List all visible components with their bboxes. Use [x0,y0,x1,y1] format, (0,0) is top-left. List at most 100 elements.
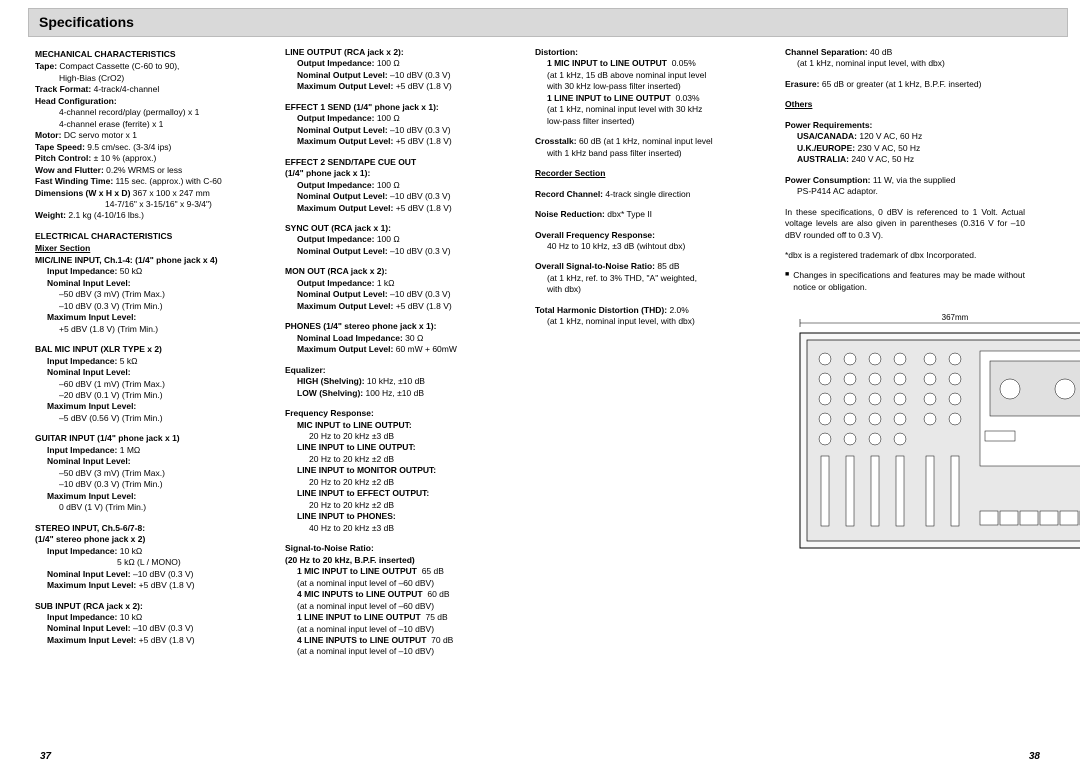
content: MECHANICAL CHARACTERISTICS Tape: Compact… [0,47,1080,667]
lo-max-l: Maximum Output Level: [297,81,393,91]
ofr-l: Overall Frequency Response: [535,230,765,241]
gtr-imp: 1 MΩ [120,445,141,455]
snr2-v: 60 dB [427,589,449,599]
page-header: Specifications [28,8,1068,37]
fr3-v: 20 Hz to 20 kHz ±2 dB [285,477,515,488]
mixer-section: Mixer Section [35,243,265,254]
phones-label: PHONES (1/4" stereo phone jack x 1): [285,321,515,332]
motor-label: Motor: [35,130,61,140]
fr1-v: 20 Hz to 20 kHz ±3 dB [285,431,515,442]
sub-n-label: Nominal Input Level: [47,623,131,633]
pwr-uk-l: U.K./EUROPE: [797,143,855,153]
stereo-imp-label: Input Impedance: [47,546,117,556]
lo-imp-v: 100 Ω [377,58,400,68]
bal-label: BAL MIC INPUT (XLR TYPE x 2) [35,344,265,355]
gtr-label: GUITAR INPUT (1/4" phone jack x 1) [35,433,265,444]
d1-n1: (at 1 kHz, 15 dB above nominal input lev… [535,70,765,81]
snr4-v: 70 dB [431,635,453,645]
sub-imp-label: Input Impedance: [47,612,117,622]
snr4-n: (at a nominal input level of –10 dBV) [285,646,515,657]
stereo-label: STEREO INPUT, Ch.5-6/7-8: [35,523,265,534]
head-label: Head Configuration: [35,96,265,107]
cons-l: Power Consumption: [785,175,870,185]
e1-nom-v: –10 dBV (0.3 V) [390,125,450,135]
fast-label: Fast Winding Time: [35,176,113,186]
chsep-l: Channel Separation: [785,47,868,57]
eff2-label2: (1/4" phone jack x 1): [285,168,515,179]
freq-label: Frequency Response: [285,408,515,419]
d1-l: 1 MIC INPUT to LINE OUTPUT [547,58,667,68]
erase-l: Erasure: [785,79,820,89]
tape-value: Compact Cassette (C-60 to 90), [59,61,179,71]
e2-imp-v: 100 Ω [377,180,400,190]
dim-label: Dimensions (W x H x D) [35,188,130,198]
mn-max-l: Maximum Output Level: [297,301,393,311]
gtr-imp-label: Input Impedance: [47,445,117,455]
ofr-v: 40 Hz to 10 kHz, ±3 dB (wihtout dbx) [535,241,765,252]
bullet-icon: ■ [785,270,789,293]
sy-imp-v: 100 Ω [377,234,400,244]
head-v1: 4-channel record/play (permalloy) x 1 [35,107,265,118]
tape-label: Tape: [35,61,57,71]
ph-load-v: 30 Ω [405,333,423,343]
column-2: LINE OUTPUT (RCA jack x 2): Output Imped… [285,47,515,667]
thd-n: (at 1 kHz, nominal input level, with dbx… [535,316,765,327]
cross-n: with 1 kHz band pass filter inserted) [535,148,765,159]
stereo-n-label: Nominal Input Level: [47,569,131,579]
recch-v: 4-track single direction [605,189,690,199]
ph-max-v: 60 mW + 60mW [396,344,457,354]
fast-value: 115 sec. (approx.) with C-60 [116,176,222,186]
track-label: Track Format: [35,84,91,94]
bal-imp: 5 kΩ [120,356,138,366]
bal-max-label: Maximum Input Level: [35,401,265,412]
column-4: Channel Separation: 40 dB (at 1 kHz, nom… [785,47,1080,667]
eq-hi-l: HIGH (Shelving): [297,376,365,386]
erase-v: 65 dB or greater (at 1 kHz, B.P.F. inser… [822,79,982,89]
lo-nom-v: –10 dBV (0.3 V) [390,70,450,80]
mechanical-heading: MECHANICAL CHARACTERISTICS [35,49,265,60]
sub-imp: 10 kΩ [120,612,142,622]
stereo-mv: +5 dBV (1.8 V) [139,580,195,590]
eff1-label: EFFECT 1 SEND (1/4" phone jack x 1): [285,102,515,113]
e2-max-v: +5 dBV (1.8 V) [396,203,452,213]
recch-l: Record Channel: [535,189,603,199]
snr-label2: (20 Hz to 20 kHz, B.P.F. inserted) [285,555,515,566]
e1-nom-l: Nominal Output Level: [297,125,388,135]
gtr-n1: –50 dBV (3 mV) (Trim Max.) [35,468,265,479]
fr2-v: 20 Hz to 20 kHz ±2 dB [285,454,515,465]
eq-label: Equalizer: [285,365,515,376]
mn-imp-v: 1 kΩ [377,278,395,288]
wow-value: 0.2% WRMS or less [106,165,182,175]
osn-l: Overall Signal-to-Noise Ratio: [535,261,655,271]
sub-label: SUB INPUT (RCA jack x 2): [35,601,265,612]
device-diagram: 367mm [785,311,1080,591]
imp-label: Input Impedance: [47,266,117,276]
e1-imp-v: 100 Ω [377,113,400,123]
e2-max-l: Maximum Output Level: [297,203,393,213]
mn-nom-l: Nominal Output Level: [297,289,388,299]
d2-n1: (at 1 kHz, nominal input level with 30 k… [535,104,765,115]
dim-value2: 14-7/16" x 3-15/16" x 9-3/4") [35,199,265,210]
d2-v: 0.03% [675,93,699,103]
page-title: Specifications [39,13,1057,32]
snr2-l: 4 MIC INPUTS to LINE OUTPUT [297,589,423,599]
e1-max-v: +5 dBV (1.8 V) [396,136,452,146]
dim-width-text: 367mm [942,313,969,322]
d2-n2: low-pass filter inserted) [535,116,765,127]
pwr-us-l: USA/CANADA: [797,131,857,141]
pwr-l: Power Requirements: [785,120,1080,131]
sub-n: –10 dBV (0.3 V) [133,623,193,633]
nom-v1: –50 dBV (3 mV) (Trim Max.) [35,289,265,300]
cross-l: Crosstalk: [535,136,577,146]
column-1: MECHANICAL CHARACTERISTICS Tape: Compact… [35,47,265,667]
e2-imp-l: Output Impedance: [297,180,374,190]
snr3-l: 1 LINE INPUT to LINE OUTPUT [297,612,421,622]
sub-m-label: Maximum Input Level: [47,635,136,645]
electrical-heading: ELECTRICAL CHARACTERISTICS [35,231,265,242]
pwr-uk-v: 230 V AC, 50 Hz [857,143,920,153]
eq-lo-l: LOW (Shelving): [297,388,363,398]
eq-hi-v: 10 kHz, ±10 dB [367,376,425,386]
cross-v: 60 dB (at 1 kHz, nominal input level [579,136,713,146]
cons-n: PS-P414 AC adaptor. [785,186,1080,197]
fr3-l: LINE INPUT to MONITOR OUTPUT: [285,465,515,476]
